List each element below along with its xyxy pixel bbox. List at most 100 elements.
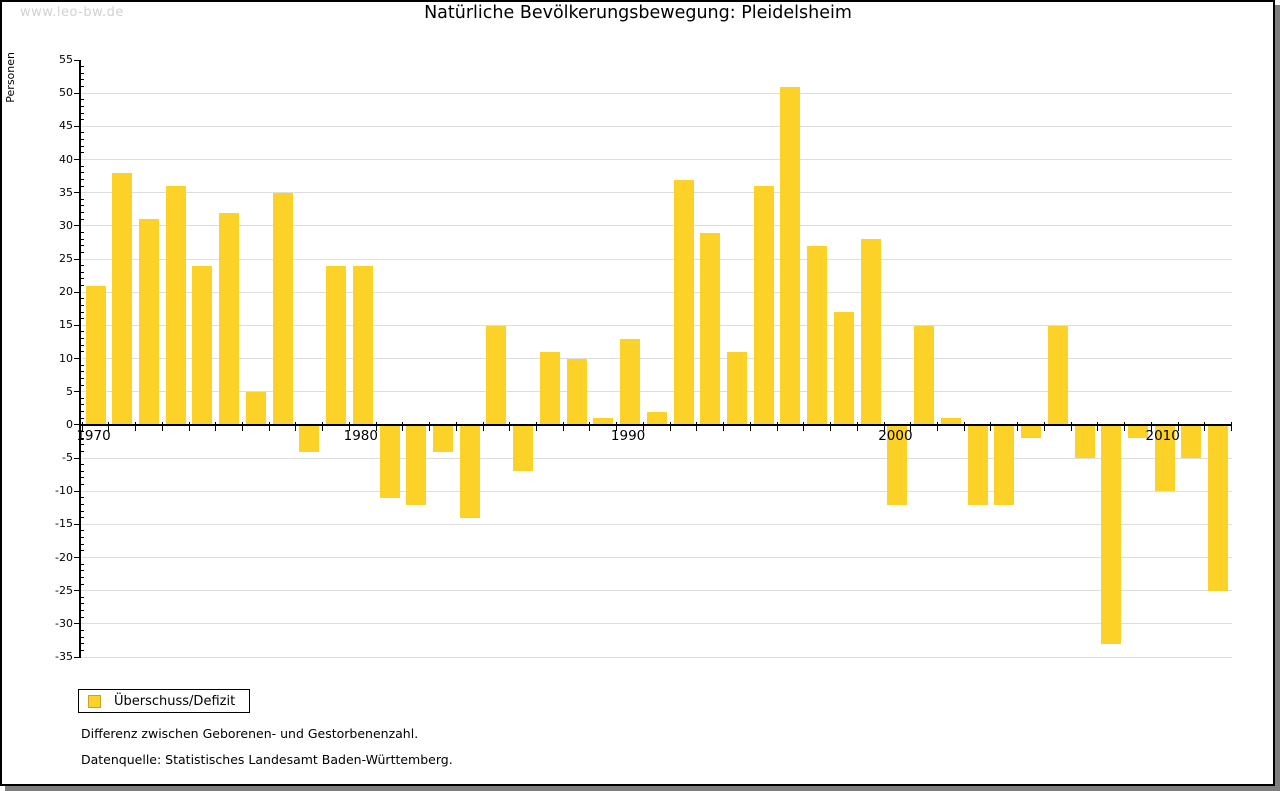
y-axis-tick-label: -5 xyxy=(62,451,73,464)
y-axis-minor-tick xyxy=(81,172,84,174)
y-axis-tick xyxy=(74,623,81,625)
chart-title: Natürliche Bevölkerungsbewegung: Pleidel… xyxy=(424,3,852,23)
x-axis-tick xyxy=(81,422,83,431)
bar-2008 xyxy=(1101,426,1122,644)
y-axis-tick xyxy=(74,590,81,592)
y-axis-minor-tick xyxy=(81,318,84,320)
footnote-definition: Differenz zwischen Geborenen- und Gestor… xyxy=(81,726,419,741)
legend-label: Überschuss/Defizit xyxy=(114,693,236,709)
y-axis-minor-tick xyxy=(81,66,84,68)
x-axis-tick xyxy=(295,422,297,431)
x-axis-tick xyxy=(642,422,644,431)
y-axis-tick xyxy=(74,225,81,227)
x-axis-tick-label: 2010 xyxy=(1145,428,1180,444)
x-axis-tick xyxy=(696,422,698,431)
y-axis-tick-label: 30 xyxy=(59,218,73,232)
bar-1994 xyxy=(727,352,748,424)
y-axis-minor-tick xyxy=(81,384,84,386)
x-axis-tick xyxy=(616,422,618,431)
y-axis-minor-tick xyxy=(81,377,84,379)
y-axis-tick-label: 15 xyxy=(59,318,73,332)
y-axis-minor-tick xyxy=(81,152,84,154)
y-axis-tick xyxy=(74,523,81,525)
y-axis-minor-tick xyxy=(81,636,84,638)
y-axis-minor-tick xyxy=(81,437,84,439)
x-axis-tick xyxy=(776,422,778,431)
x-axis-tick xyxy=(509,422,511,431)
y-axis-minor-tick xyxy=(81,583,84,585)
y-axis-minor-tick xyxy=(81,105,84,107)
x-axis-tick-label: 2000 xyxy=(878,428,913,444)
y-axis-minor-tick xyxy=(81,417,84,419)
bar-2005 xyxy=(1021,426,1042,439)
y-axis-tick xyxy=(74,656,81,658)
x-axis-tick xyxy=(589,422,591,431)
y-axis-minor-tick xyxy=(81,338,84,340)
y-axis-minor-tick xyxy=(81,543,84,545)
x-axis-tick xyxy=(803,422,805,431)
bar-1988 xyxy=(566,358,587,424)
y-axis-tick xyxy=(74,125,81,127)
x-axis-tick xyxy=(936,422,938,431)
y-axis-minor-tick xyxy=(81,371,84,373)
x-axis-tick xyxy=(188,422,190,431)
y-axis-minor-tick xyxy=(81,331,84,333)
gridline xyxy=(81,590,1232,592)
y-axis-minor-tick xyxy=(81,351,84,353)
bar-1975 xyxy=(219,212,240,424)
x-axis-tick-label: 1980 xyxy=(343,428,378,444)
y-axis-tick-label: -25 xyxy=(55,583,73,597)
x-axis-tick xyxy=(669,422,671,431)
bar-1973 xyxy=(165,186,186,424)
y-axis-tick xyxy=(74,490,81,492)
x-axis-tick-label: 1970 xyxy=(76,428,111,444)
x-axis-tick xyxy=(536,422,537,431)
bar-1992 xyxy=(673,179,694,424)
y-axis-tick-label: 40 xyxy=(59,152,73,166)
bar-1982 xyxy=(406,426,427,505)
y-axis-minor-tick xyxy=(81,603,84,605)
bar-2001 xyxy=(914,325,935,424)
y-axis-tick-label: 0 xyxy=(66,417,73,431)
gridline xyxy=(81,258,1232,260)
y-axis-minor-tick xyxy=(81,198,84,200)
bar-1983 xyxy=(432,426,453,452)
y-axis-minor-tick xyxy=(81,285,84,287)
gridline xyxy=(81,291,1232,293)
gridline xyxy=(81,490,1232,492)
y-axis-minor-tick xyxy=(81,643,84,645)
y-axis-tick-label: -30 xyxy=(55,616,73,630)
gridline xyxy=(81,656,1232,658)
x-axis-tick xyxy=(1124,422,1126,431)
bar-1980 xyxy=(352,265,373,424)
x-axis-tick xyxy=(1230,422,1232,431)
y-axis-tick xyxy=(74,457,81,459)
bar-1976 xyxy=(245,391,266,424)
y-axis-minor-tick xyxy=(81,629,84,631)
x-axis-tick xyxy=(1017,422,1019,431)
y-axis-minor-tick xyxy=(81,464,84,466)
bar-1987 xyxy=(539,352,560,424)
gridline xyxy=(81,125,1232,127)
y-axis-tick xyxy=(74,391,81,393)
y-axis-minor-tick xyxy=(81,298,84,300)
y-axis-minor-tick xyxy=(81,265,84,267)
y-axis-minor-tick xyxy=(81,510,84,512)
gridline xyxy=(81,457,1232,459)
gridline xyxy=(81,523,1232,525)
y-axis-minor-tick xyxy=(81,238,84,240)
bar-1998 xyxy=(833,312,854,424)
y-axis-minor-tick xyxy=(81,251,84,253)
y-axis-minor-tick xyxy=(81,212,84,214)
y-axis-minor-tick xyxy=(81,72,84,74)
y-axis-minor-tick xyxy=(81,477,84,479)
y-axis-tick xyxy=(74,59,81,61)
y-axis-tick xyxy=(74,92,81,94)
y-axis-minor-tick xyxy=(81,570,84,572)
bar-1984 xyxy=(459,426,480,518)
x-axis-tick xyxy=(1150,422,1152,431)
x-axis-tick xyxy=(562,422,564,431)
bar-2007 xyxy=(1074,426,1095,459)
y-axis-minor-tick xyxy=(81,550,84,552)
y-axis-minor-tick xyxy=(81,165,84,167)
